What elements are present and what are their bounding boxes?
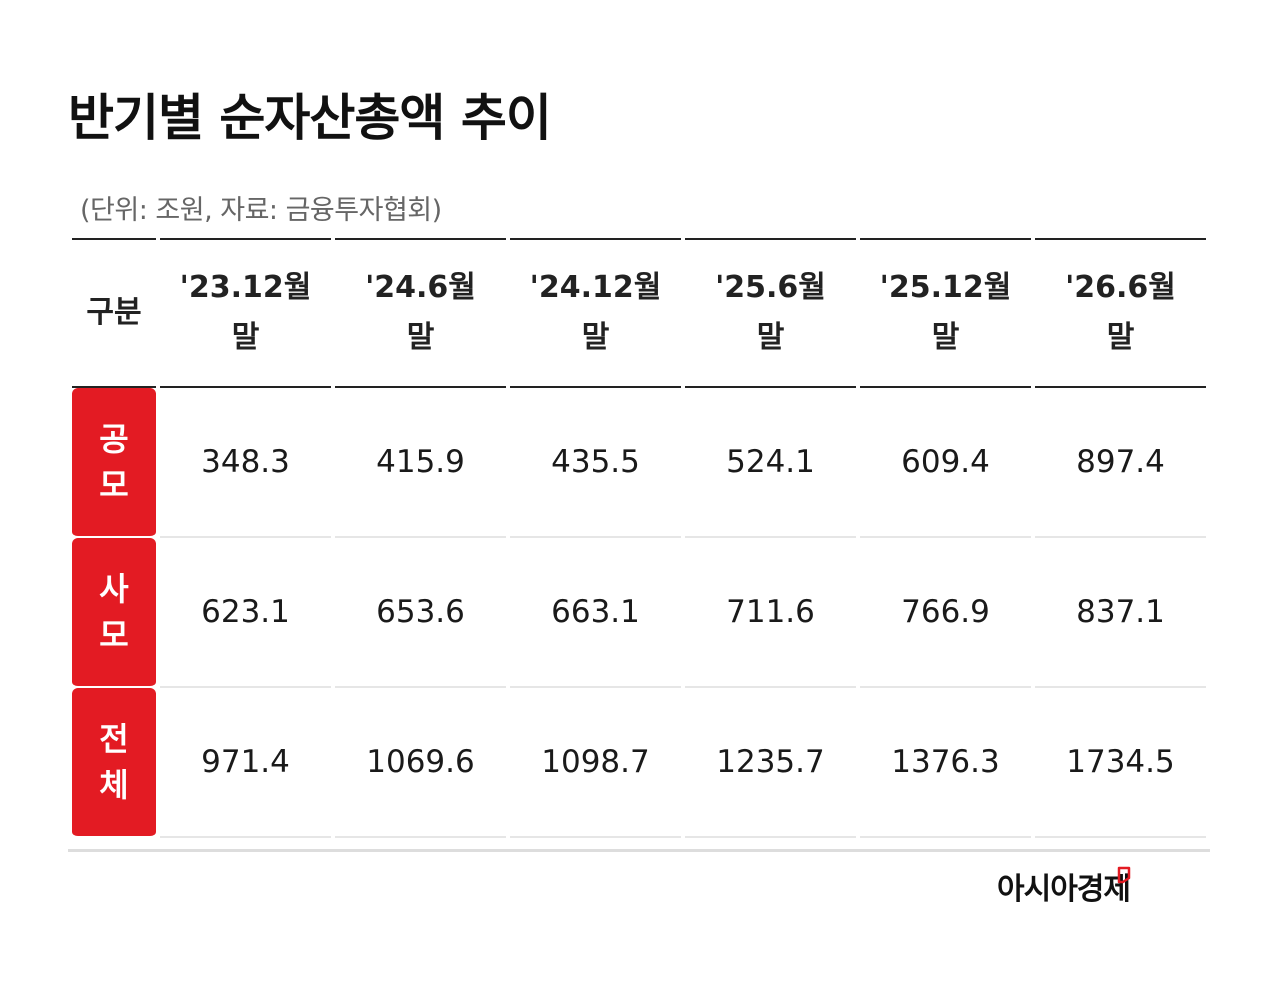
table-cell: 1098.7 [510,688,681,838]
unit-source-note: (단위: 조원, 자료: 금융투자협회) [80,195,442,226]
table-cell: 1734.5 [1035,688,1206,838]
table-cell: 435.5 [510,388,681,538]
column-header-period: '24.12월 [529,270,662,305]
table-cell: 609.4 [860,388,1031,538]
table-cell: 348.3 [160,388,331,538]
table-cell: 897.4 [1035,388,1206,538]
table-cell: 837.1 [1035,538,1206,688]
table-cell: 766.9 [860,538,1031,688]
table-cell: 971.4 [160,688,331,838]
table-cell: 623.1 [160,538,331,688]
table-cell: 1235.7 [685,688,856,838]
table-cell: 1069.6 [335,688,506,838]
table-cell: 663.1 [510,538,681,688]
column-header-suffix: 말 [756,320,785,355]
table-cell: 1376.3 [860,688,1031,838]
table-cell: 653.6 [335,538,506,688]
column-header-period: '26.6월 [1065,270,1176,305]
corner-header: 구분 [72,238,156,388]
table-cell: 711.6 [685,538,856,688]
column-header-suffix: 말 [581,320,610,355]
brand-mark-icon [1117,866,1131,884]
column-header-suffix: 말 [406,320,435,355]
column-header-suffix: 말 [1106,320,1135,355]
column-header-period: '24.6월 [365,270,476,305]
bottom-divider [68,849,1210,852]
table-cell: 415.9 [335,388,506,538]
column-header-period: '25.12월 [879,270,1012,305]
column-header-period: '25.6월 [715,270,826,305]
column-header-suffix: 말 [931,320,960,355]
column-header-suffix: 말 [231,320,260,355]
table-cell: 524.1 [685,388,856,538]
page-title: 반기별 순자산총액 추이 [68,89,552,147]
column-header-period: '23.12월 [179,270,312,305]
brand-logo-text: 아시아경제 [997,872,1131,907]
